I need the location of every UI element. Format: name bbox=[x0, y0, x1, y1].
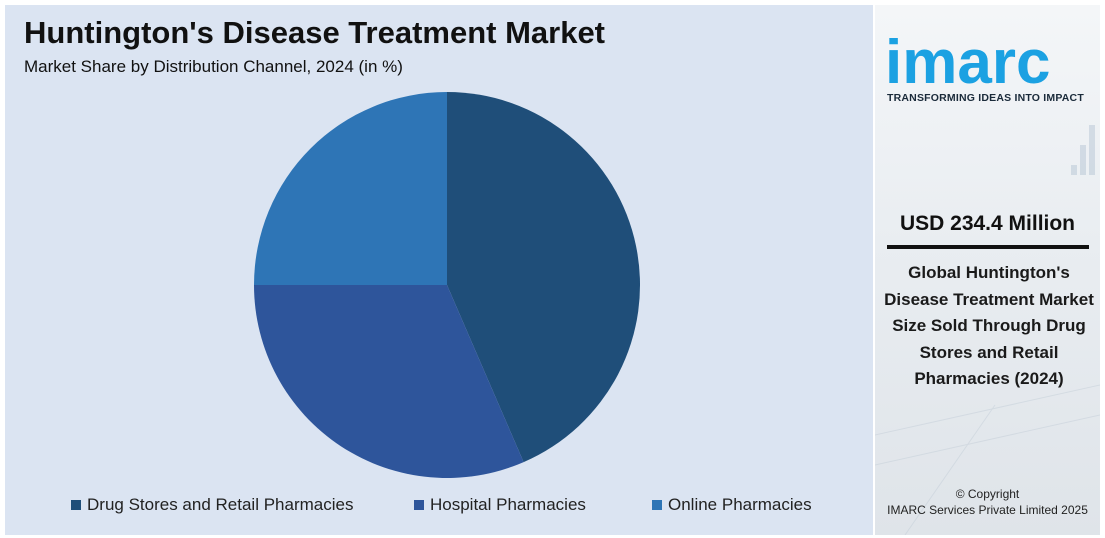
market-value: USD 234.4 Million bbox=[899, 212, 1076, 235]
value-divider bbox=[887, 245, 1089, 249]
legend-swatch bbox=[414, 500, 424, 510]
legend-label: Hospital Pharmacies bbox=[430, 495, 586, 514]
logo-wordmark: imarc bbox=[885, 28, 1050, 97]
pie-slice-drug-stores-and-retail-pharmacies bbox=[447, 92, 641, 463]
chart-legend: Drug Stores and Retail Pharmacies Hospita… bbox=[5, 495, 873, 519]
chart-subtitle: Market Share by Distribution Channel, 20… bbox=[24, 57, 403, 76]
background-chart-graphic bbox=[875, 125, 1100, 535]
brand-tagline: TRANSFORMING IDEAS INTO IMPACT bbox=[887, 92, 1084, 104]
pie-slice-hospital-pharmacies bbox=[254, 285, 524, 479]
legend-swatch bbox=[71, 500, 81, 510]
copyright-company: IMARC Services Private Limited 2025 bbox=[887, 503, 1088, 517]
market-description: Global Huntington's Disease Treatment Ma… bbox=[884, 263, 1094, 388]
legend-item: Hospital Pharmacies bbox=[414, 495, 586, 515]
legend-item: Online Pharmacies bbox=[652, 495, 812, 515]
sidebar-panel: imarc TRANSFORMING IDEAS INTO IMPACT USD… bbox=[875, 5, 1100, 535]
legend-label: Drug Stores and Retail Pharmacies bbox=[87, 495, 354, 514]
pie-slice-online-pharmacies bbox=[254, 92, 447, 285]
chart-panel: Huntington's Disease Treatment Market Ma… bbox=[5, 5, 873, 535]
legend-swatch bbox=[652, 500, 662, 510]
imarc-logo: imarc bbox=[885, 28, 1050, 97]
pie-chart bbox=[254, 92, 641, 479]
legend-label: Online Pharmacies bbox=[668, 495, 812, 514]
chart-title: Huntington's Disease Treatment Market bbox=[24, 15, 606, 50]
copyright-label: © Copyright bbox=[955, 487, 1020, 501]
legend-item: Drug Stores and Retail Pharmacies bbox=[71, 495, 353, 515]
